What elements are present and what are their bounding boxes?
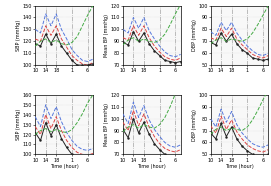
Y-axis label: Mean BP (mmHg): Mean BP (mmHg) xyxy=(104,103,109,146)
Y-axis label: Mean BP (mmHg): Mean BP (mmHg) xyxy=(104,14,109,57)
Y-axis label: SBP (mmHg): SBP (mmHg) xyxy=(16,109,21,140)
X-axis label: Time (hour): Time (hour) xyxy=(50,164,78,169)
X-axis label: Time (hour): Time (hour) xyxy=(225,164,254,169)
X-axis label: Time (hour): Time (hour) xyxy=(137,164,166,169)
Y-axis label: SBP (mmHg): SBP (mmHg) xyxy=(16,20,21,51)
Y-axis label: DBP (mmHg): DBP (mmHg) xyxy=(192,109,197,141)
Y-axis label: DBP (mmHg): DBP (mmHg) xyxy=(192,19,197,51)
